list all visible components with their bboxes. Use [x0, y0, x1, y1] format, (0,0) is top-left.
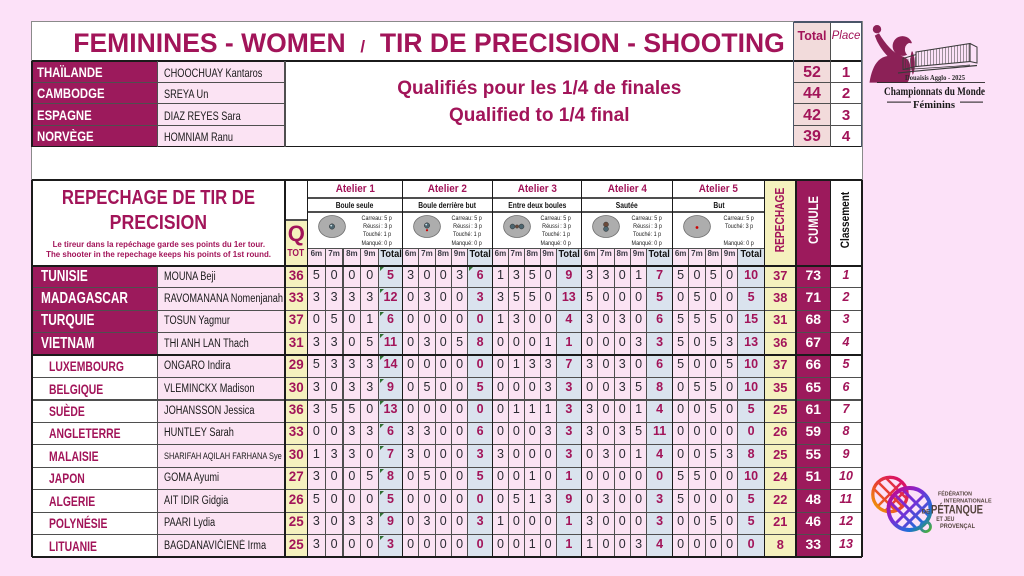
svg-text:Douaisis Agglo - 2025: Douaisis Agglo - 2025 — [905, 73, 965, 82]
svg-text:ET JEU: ET JEU — [936, 516, 955, 523]
svg-text:FÉDÉRATION: FÉDÉRATION — [938, 490, 972, 498]
svg-text:Championnats du Monde: Championnats du Monde — [884, 86, 985, 98]
svg-text:PROVENÇAL: PROVENÇAL — [940, 523, 975, 530]
svg-text:DE: DE — [922, 509, 932, 516]
svg-text:INTERNATIONALE: INTERNATIONALE — [944, 498, 992, 504]
svg-text:Féminins: Féminins — [913, 99, 956, 111]
svg-text:PÉTANQUE: PÉTANQUE — [931, 502, 983, 517]
